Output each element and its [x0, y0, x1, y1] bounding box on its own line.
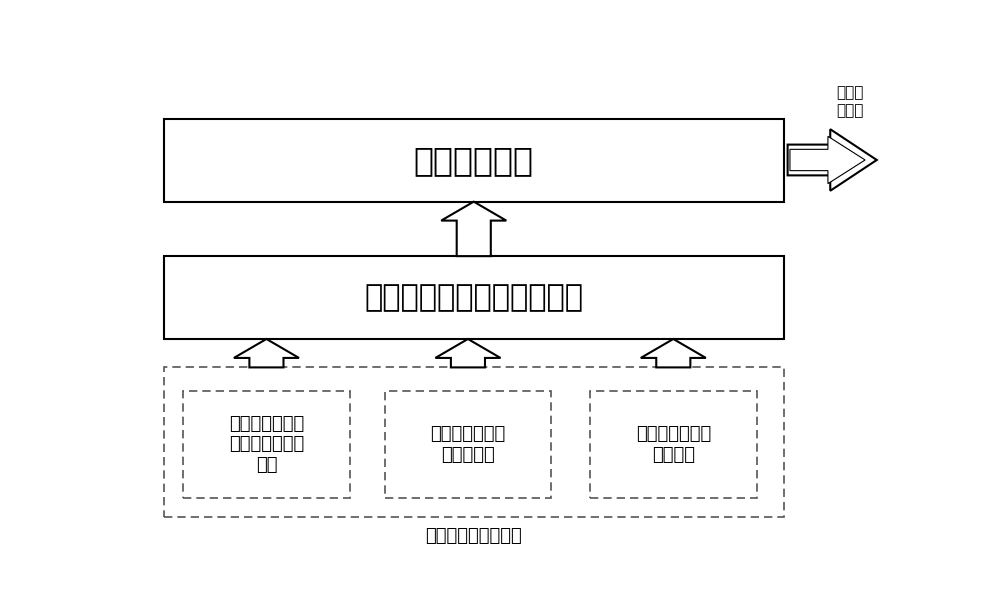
Polygon shape: [641, 339, 706, 367]
Bar: [164, 367, 784, 517]
Polygon shape: [234, 339, 299, 367]
Polygon shape: [435, 339, 500, 367]
Bar: [590, 391, 757, 498]
Text: 故障设备诊断: 故障设备诊断: [414, 144, 534, 177]
Polygon shape: [788, 129, 877, 191]
Bar: [164, 256, 784, 339]
Bar: [164, 119, 784, 202]
Polygon shape: [441, 202, 506, 256]
Text: 第三优先级：局
域网信息: 第三优先级：局 域网信息: [636, 425, 711, 464]
Text: 第二优先级：二
次装置信息: 第二优先级：二 次装置信息: [430, 425, 506, 464]
Polygon shape: [790, 137, 865, 184]
Text: 征兆信息及召测信息: 征兆信息及召测信息: [425, 526, 522, 544]
Bar: [183, 391, 350, 498]
Text: 系统概率加权二分图的建立: 系统概率加权二分图的建立: [364, 283, 583, 312]
Text: 诊断结
果输出: 诊断结 果输出: [836, 85, 863, 118]
Bar: [385, 391, 551, 498]
Text: 第一优先级：断
路器和保护征兆
信息: 第一优先级：断 路器和保护征兆 信息: [229, 415, 304, 474]
